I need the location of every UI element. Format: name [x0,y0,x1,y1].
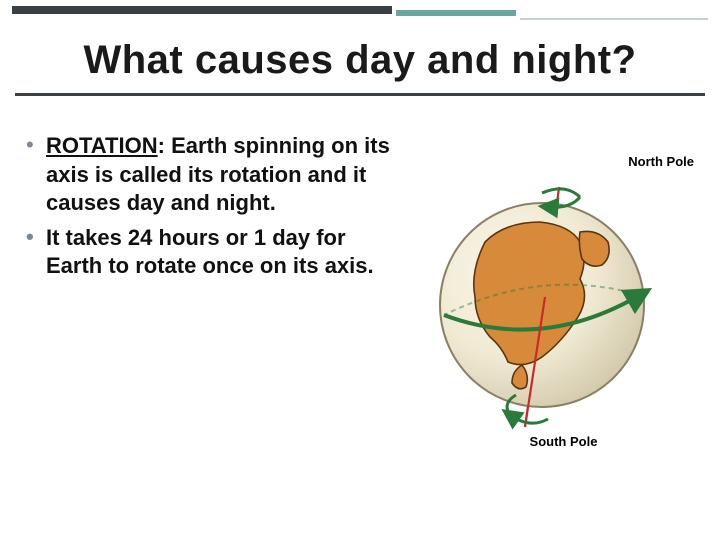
title-underline [15,93,705,96]
label-north-pole: North Pole [628,154,694,169]
accent-light [520,18,708,20]
bullet-item-2: It takes 24 hours or 1 day for Earth to … [24,224,400,281]
globe-svg [430,187,660,437]
earth-rotation-diagram: North Pole South Pole [400,132,696,472]
accent-dark [12,6,392,14]
keyword-rotation: ROTATION [46,133,158,158]
content-row: ROTATION: Earth spinning on its axis is … [0,132,720,472]
bullet-list: ROTATION: Earth spinning on its axis is … [24,132,400,472]
slide-title: What causes day and night? [0,24,720,93]
slide-accent-bar [0,0,720,24]
label-south-pole: South Pole [530,434,598,449]
accent-teal [396,10,516,16]
bullet-item-1: ROTATION: Earth spinning on its axis is … [24,132,400,218]
